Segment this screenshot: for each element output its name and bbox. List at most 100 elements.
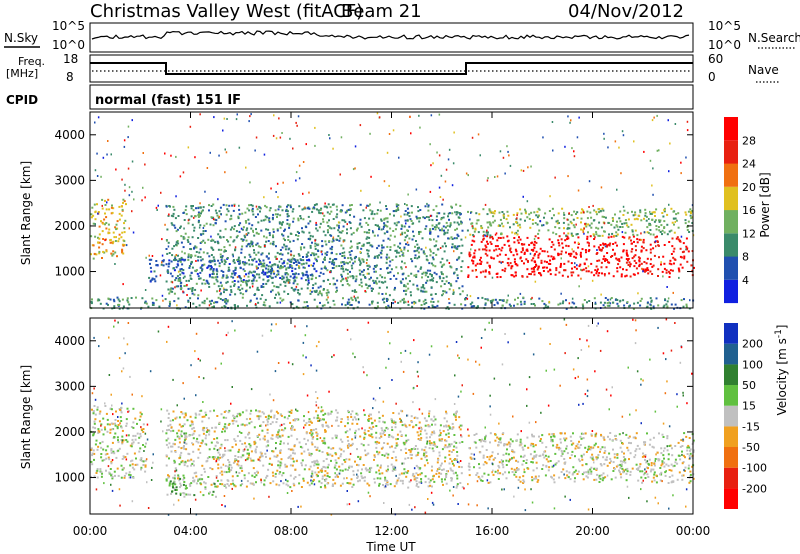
heatmap-cell [414, 245, 416, 248]
heatmap-cell [101, 472, 103, 475]
heatmap-cell [614, 213, 616, 216]
heatmap-cell [114, 240, 117, 242]
heatmap-cell [395, 266, 398, 269]
heatmap-cell [347, 298, 350, 301]
heatmap-cell [123, 456, 126, 459]
heatmap-cell [373, 456, 376, 458]
heatmap-noise-cell [369, 132, 371, 135]
heatmap-cell [224, 261, 227, 263]
heatmap-cell [530, 298, 533, 301]
heatmap-cell [391, 421, 394, 424]
heatmap-cell [374, 441, 377, 444]
heatmap-noise-cell [298, 164, 301, 167]
heatmap-cell [116, 220, 119, 223]
heatmap-cell [408, 449, 411, 451]
heatmap-cell [389, 278, 392, 280]
heatmap-cell [194, 215, 196, 218]
heatmap-cell [110, 252, 113, 255]
heatmap-cell [389, 246, 392, 249]
heatmap-noise-cell [106, 153, 108, 156]
heatmap-cell [195, 207, 197, 210]
heatmap-cell [430, 274, 433, 276]
heatmap-cell [357, 301, 360, 304]
heatmap-cell [244, 220, 247, 222]
heatmap-noise-cell [439, 247, 442, 249]
heatmap-cell [406, 219, 409, 222]
heatmap-cell [227, 479, 230, 482]
heatmap-cell [649, 224, 652, 227]
heatmap-cell [314, 257, 317, 260]
heatmap-cell [206, 266, 209, 269]
heatmap-cell [616, 302, 619, 305]
heatmap-cell [425, 258, 428, 261]
heatmap-cell [396, 207, 399, 210]
heatmap-cell [563, 262, 566, 265]
heatmap-cell [548, 238, 551, 241]
heatmap-cell [308, 452, 311, 455]
heatmap-cell [392, 436, 395, 439]
heatmap-cell [188, 266, 191, 269]
heatmap-cell [501, 269, 504, 272]
heatmap-cell [458, 245, 461, 248]
heatmap-cell [310, 435, 313, 438]
heatmap-cell [397, 204, 400, 207]
heatmap-cell [397, 272, 399, 275]
heatmap-cell [243, 234, 246, 237]
heatmap-noise-cell [276, 257, 278, 260]
heatmap-cell [635, 217, 638, 220]
heatmap-cell [200, 259, 203, 262]
heatmap-noise-cell [508, 154, 510, 157]
heatmap-noise-cell [125, 244, 128, 247]
heatmap-noise-cell [298, 265, 300, 267]
heatmap-cell [461, 290, 464, 293]
heatmap-cell [603, 216, 606, 218]
heatmap-cell [177, 446, 180, 449]
heatmap-cell [395, 255, 398, 258]
heatmap-cell [358, 269, 361, 272]
heatmap-cell [622, 250, 625, 253]
heatmap-cell [336, 213, 339, 216]
heatmap-cell [267, 219, 270, 222]
heatmap-cell [91, 298, 93, 301]
heatmap-cell [228, 470, 231, 473]
heatmap-cell [358, 242, 361, 244]
heatmap-cell [473, 240, 476, 243]
heatmap-cell [565, 299, 567, 302]
heatmap-cell [552, 243, 555, 246]
heatmap-cell [553, 214, 555, 217]
heatmap-noise-cell [383, 180, 386, 183]
heatmap-cell [181, 460, 184, 463]
heatmap-cell [199, 248, 202, 251]
heatmap-cell [351, 444, 353, 446]
heatmap-cell [394, 228, 397, 231]
heatmap-cell [116, 425, 119, 428]
heatmap-cell [134, 463, 137, 466]
heatmap-cell [203, 467, 206, 470]
heatmap-cell [253, 249, 255, 252]
heatmap-cell [220, 248, 223, 251]
heatmap-cell [321, 409, 324, 412]
heatmap-cell [405, 289, 408, 292]
heatmap-cell [429, 484, 432, 487]
heatmap-cell [457, 216, 460, 219]
heatmap-cell [320, 467, 323, 470]
heatmap-cell [233, 415, 236, 418]
heatmap-cell [649, 229, 652, 231]
heatmap-cell [326, 251, 329, 254]
heatmap-cell [140, 413, 143, 416]
heatmap-cell [219, 256, 222, 259]
heatmap-cell [245, 229, 248, 232]
heatmap-cell [603, 255, 606, 258]
heatmap-cell [350, 465, 353, 468]
heatmap-cell [594, 302, 597, 305]
heatmap-noise-cell [97, 212, 99, 215]
heatmap-cell [364, 433, 367, 436]
heatmap-cell [625, 249, 628, 252]
heatmap-cell [289, 464, 292, 467]
heatmap-cell [367, 430, 370, 432]
heatmap-cell [199, 256, 202, 259]
heatmap-cell [371, 302, 374, 305]
heatmap-cell [110, 462, 113, 465]
heatmap-cell [381, 276, 384, 279]
heatmap-cell [659, 219, 662, 222]
